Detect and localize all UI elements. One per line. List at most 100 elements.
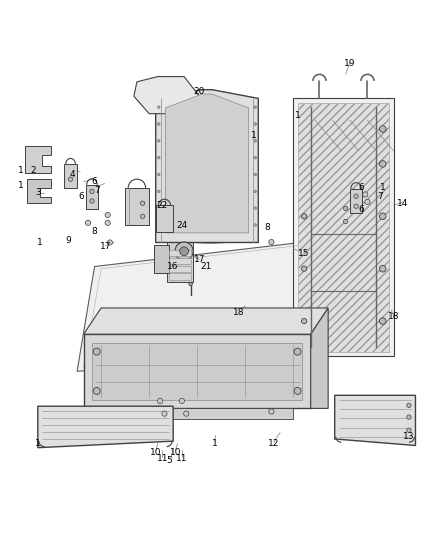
Ellipse shape (379, 160, 386, 167)
Bar (64, 164, 77, 188)
Bar (92, 343, 302, 400)
Ellipse shape (254, 173, 257, 176)
Ellipse shape (170, 130, 174, 133)
Ellipse shape (170, 168, 174, 171)
Bar (84, 334, 311, 408)
Text: 2: 2 (31, 166, 36, 175)
Ellipse shape (254, 156, 257, 159)
Bar (125, 188, 149, 225)
Bar (153, 245, 169, 273)
Polygon shape (311, 308, 328, 408)
Bar (297, 103, 389, 352)
Ellipse shape (170, 159, 174, 161)
Ellipse shape (180, 247, 188, 256)
Ellipse shape (294, 348, 301, 355)
Ellipse shape (301, 214, 307, 219)
Ellipse shape (301, 318, 307, 324)
Bar (169, 250, 191, 256)
Ellipse shape (247, 130, 250, 133)
Ellipse shape (170, 140, 174, 142)
Polygon shape (27, 179, 51, 203)
Text: 19: 19 (344, 59, 356, 68)
Ellipse shape (247, 207, 250, 210)
Text: 1: 1 (18, 181, 23, 190)
Ellipse shape (175, 242, 193, 261)
Ellipse shape (90, 189, 94, 193)
Ellipse shape (247, 149, 250, 152)
Text: 1: 1 (295, 111, 300, 120)
Ellipse shape (90, 199, 94, 203)
Bar (350, 189, 362, 213)
Ellipse shape (254, 224, 257, 227)
Ellipse shape (269, 239, 274, 245)
Ellipse shape (254, 207, 257, 209)
Ellipse shape (157, 140, 160, 142)
Ellipse shape (379, 318, 386, 325)
Ellipse shape (247, 198, 250, 200)
Ellipse shape (363, 192, 368, 197)
Polygon shape (38, 406, 173, 448)
Text: 11: 11 (176, 454, 187, 463)
Bar (86, 185, 98, 209)
Ellipse shape (254, 190, 257, 192)
Bar (101, 408, 293, 419)
Ellipse shape (379, 213, 386, 220)
Ellipse shape (170, 149, 174, 152)
Ellipse shape (407, 428, 411, 432)
Text: 9: 9 (66, 236, 71, 245)
Ellipse shape (294, 387, 301, 394)
Text: 20: 20 (194, 87, 205, 96)
Text: 18: 18 (388, 312, 399, 321)
Ellipse shape (107, 240, 113, 245)
Text: 22: 22 (157, 201, 168, 210)
Polygon shape (77, 240, 319, 372)
Polygon shape (165, 94, 249, 233)
Ellipse shape (105, 220, 110, 225)
Ellipse shape (254, 140, 257, 142)
Text: 18: 18 (233, 308, 244, 317)
Ellipse shape (170, 207, 174, 210)
Ellipse shape (170, 217, 174, 220)
Text: 3: 3 (35, 188, 41, 197)
Ellipse shape (379, 126, 386, 132)
Text: 4: 4 (70, 171, 75, 179)
Text: 6: 6 (92, 177, 97, 186)
Text: 10: 10 (170, 448, 181, 457)
Bar (169, 258, 191, 264)
Text: 15: 15 (298, 249, 310, 258)
Ellipse shape (407, 403, 411, 408)
Text: 1: 1 (251, 131, 257, 140)
Ellipse shape (232, 113, 238, 119)
Text: 7: 7 (378, 192, 383, 201)
Ellipse shape (343, 206, 348, 211)
Polygon shape (134, 77, 199, 114)
Text: 1: 1 (18, 166, 23, 175)
Text: 16: 16 (167, 262, 179, 271)
Text: 10: 10 (150, 448, 162, 457)
Ellipse shape (365, 199, 370, 205)
Ellipse shape (141, 201, 145, 205)
Polygon shape (84, 308, 328, 334)
Ellipse shape (247, 168, 250, 171)
Ellipse shape (93, 387, 100, 394)
Polygon shape (155, 90, 258, 243)
Ellipse shape (301, 266, 307, 271)
Ellipse shape (247, 140, 250, 142)
Bar (169, 273, 191, 280)
Ellipse shape (85, 220, 91, 225)
Text: 11: 11 (156, 454, 168, 463)
Text: 21: 21 (200, 262, 212, 271)
Ellipse shape (354, 194, 358, 198)
Ellipse shape (170, 188, 174, 191)
Ellipse shape (354, 204, 358, 208)
Ellipse shape (157, 123, 160, 125)
Text: 12: 12 (268, 439, 279, 448)
Ellipse shape (343, 220, 348, 224)
Ellipse shape (170, 198, 174, 200)
Text: 24: 24 (176, 221, 187, 230)
Text: 6: 6 (78, 192, 85, 201)
Ellipse shape (182, 113, 188, 119)
Text: 1: 1 (37, 238, 43, 247)
Bar (155, 205, 173, 231)
Text: 1: 1 (380, 183, 385, 192)
